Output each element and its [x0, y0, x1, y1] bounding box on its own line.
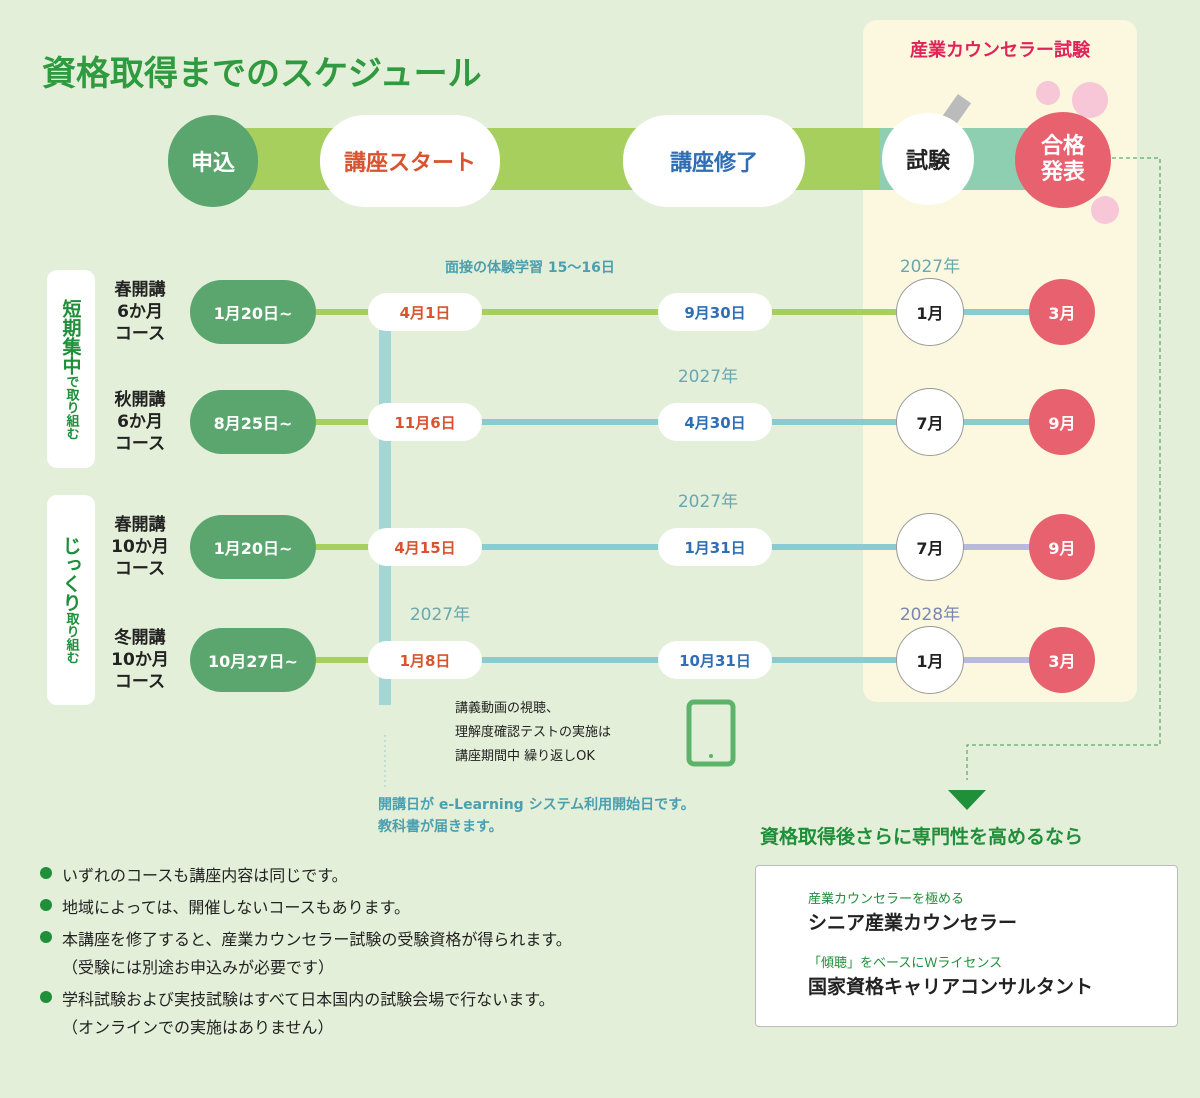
- course-line: 6か月: [117, 301, 163, 322]
- group-label: じっくり 取り組む: [47, 495, 95, 705]
- start-date: 1月8日: [368, 641, 482, 679]
- group-main: 短期集中: [59, 298, 82, 375]
- year-label: 2027年: [677, 492, 739, 512]
- course-line: 秋開講: [114, 389, 166, 410]
- bullet-dot: [40, 931, 52, 943]
- tablet-icon: [686, 699, 736, 767]
- course-name: 春開講 10か月 コース: [100, 511, 180, 583]
- group-label: 短期集中 で取り組む: [47, 270, 95, 468]
- end-date: 1月31日: [658, 528, 772, 566]
- year-label: 2028年: [899, 605, 961, 625]
- tablet-button: [709, 754, 713, 758]
- flowers: [1036, 81, 1119, 224]
- bullet-text: いずれのコースも講座内容は同じです。: [62, 866, 348, 885]
- note-line: 講座期間中 繰り返しOK: [455, 749, 595, 764]
- course-line: コース: [114, 672, 166, 693]
- result-month: 3月: [1029, 627, 1095, 693]
- start-date: 4月15日: [368, 528, 482, 566]
- course-line: コース: [114, 559, 166, 580]
- next-box: 産業カウンセラーを極めるシニア産業カウンセラー「傾聴」をベースにＷライセンス国家…: [755, 865, 1178, 1027]
- start-date: 4月1日: [368, 293, 482, 331]
- course-name: 冬開講 10か月 コース: [100, 624, 180, 696]
- group-sub: 取り組む: [63, 612, 79, 664]
- course-line: 10か月: [111, 649, 169, 670]
- end-date: 4月30日: [658, 403, 772, 441]
- dashed-arrow: [966, 157, 1161, 780]
- result-month: 9月: [1029, 389, 1095, 455]
- bullet-text: 本講座を修了すると、産業カウンセラー試験の受験資格が得られます。: [62, 930, 572, 949]
- bullet-dot: [40, 899, 52, 911]
- interview-note: 面接の体験学習 15～16日: [445, 260, 615, 276]
- end-date: 9月30日: [658, 293, 772, 331]
- apply-date: 1月20日~: [190, 280, 316, 344]
- year-label: 2027年: [409, 605, 471, 625]
- row-line: [895, 309, 1062, 315]
- title: 資格取得までのスケジュール: [42, 54, 482, 94]
- next-name: シニア産業カウンセラー: [808, 912, 1018, 934]
- course-line: コース: [114, 434, 166, 455]
- course-line: 春開講: [114, 279, 166, 300]
- bullet-text: （オンラインでの実施はありません）: [62, 1018, 334, 1037]
- result-stage-line: 合格: [1040, 133, 1085, 159]
- note-line: 開講日が e-Learning システム利用開始日です。: [378, 797, 695, 813]
- stage: 申込: [168, 115, 258, 207]
- result-stage-line: 発表: [1040, 160, 1085, 185]
- exam-month: 1月: [896, 278, 964, 346]
- apply-date: 8月25日~: [190, 390, 316, 454]
- note-line: 講義動画の視聴、: [455, 701, 560, 716]
- course-line: 10か月: [111, 536, 169, 557]
- course-line: 6か月: [117, 411, 163, 432]
- group-main: じっくり: [59, 536, 82, 612]
- stage: 講座修了: [623, 115, 805, 207]
- exam-month: 1月: [896, 626, 964, 694]
- next-sub: 産業カウンセラーを極める: [808, 892, 965, 907]
- row-line: [930, 544, 1062, 550]
- course-line: 春開講: [114, 514, 166, 535]
- start-date: 11月6日: [368, 403, 482, 441]
- exam-month: 7月: [896, 388, 964, 456]
- apply-date: 10月27日~: [190, 628, 316, 692]
- next-sub: 「傾聴」をベースにＷライセンス: [808, 956, 1003, 971]
- row-line: [316, 309, 895, 315]
- course-name: 秋開講 6か月 コース: [100, 386, 180, 458]
- bullet-dot: [40, 991, 52, 1003]
- next-name: 国家資格キャリアコンサルタント: [808, 976, 1094, 998]
- result-stage: 合格 発表: [1015, 112, 1111, 208]
- bullet-text: 学科試験および実技試験はすべて日本国内の試験会場で行ないます。: [62, 990, 555, 1009]
- year-label: 2027年: [677, 367, 739, 387]
- exam-month: 7月: [896, 513, 964, 581]
- course-line: 冬開講: [114, 627, 166, 648]
- next-heading: 資格取得後さらに専門性を高めるなら: [760, 826, 1084, 848]
- apply-date: 1月20日~: [190, 515, 316, 579]
- stage: 講座スタート: [320, 115, 500, 207]
- result-month: 3月: [1029, 279, 1095, 345]
- note-line: 教科書が届きます。: [378, 819, 503, 835]
- year-label: 2027年: [899, 257, 961, 277]
- course-line: コース: [114, 324, 166, 345]
- group-sub: で取り組む: [63, 374, 79, 440]
- exam-panel-label: 産業カウンセラー試験: [910, 40, 1090, 61]
- bullet-text: 地域によっては、開催しないコースもあります。: [62, 898, 411, 917]
- arrow-head: [948, 790, 986, 810]
- end-date: 10月31日: [658, 641, 772, 679]
- start-note: 開講日が e-Learning システム利用開始日です。 教科書が届きます。: [378, 794, 695, 838]
- stage: 試験: [882, 113, 974, 205]
- course-name: 春開講 6か月 コース: [100, 276, 180, 348]
- bullet-dot: [40, 867, 52, 879]
- result-month: 9月: [1029, 514, 1095, 580]
- bullet-text: （受験には別途お申込みが必要です）: [62, 958, 335, 977]
- elearning-note: 講義動画の視聴、理解度確認テストの実施は 講座期間中 繰り返しOK: [455, 697, 611, 769]
- row-line: [930, 657, 1062, 663]
- note-line: 理解度確認テストの実施は: [455, 725, 612, 740]
